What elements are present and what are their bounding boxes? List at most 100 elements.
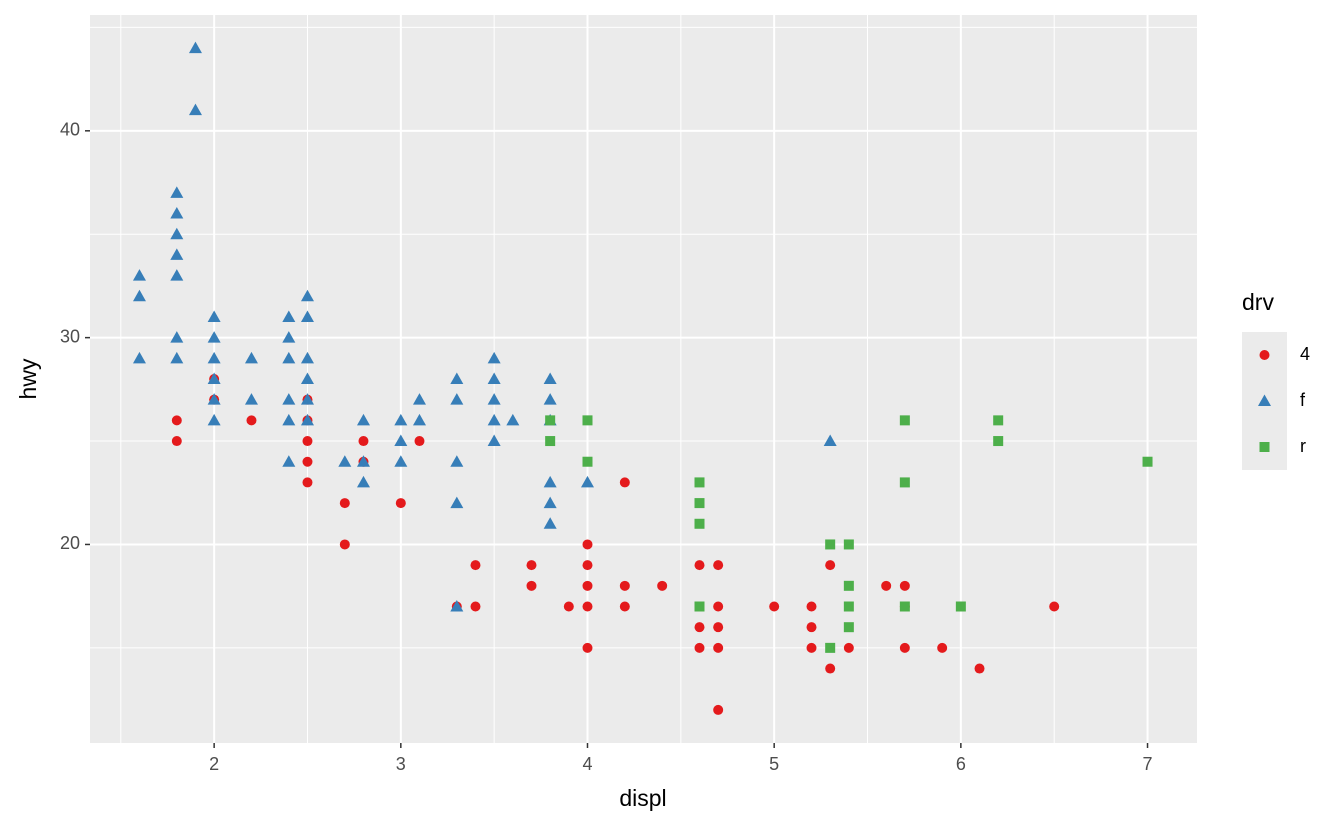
point	[282, 331, 296, 343]
point	[450, 372, 464, 384]
point	[170, 207, 184, 219]
point	[300, 393, 314, 405]
point	[582, 560, 593, 571]
point	[487, 434, 501, 447]
point	[582, 580, 593, 591]
point	[207, 310, 221, 322]
point	[300, 372, 314, 384]
point	[188, 41, 202, 54]
point	[899, 580, 910, 591]
point	[545, 415, 556, 426]
point	[300, 289, 314, 302]
point	[713, 642, 724, 653]
x-tick-label: 2	[209, 754, 219, 774]
point	[244, 351, 258, 364]
point	[170, 331, 184, 343]
point	[170, 351, 184, 364]
point	[993, 436, 1004, 447]
point	[619, 477, 630, 488]
point	[825, 663, 836, 674]
x-tick-label: 6	[956, 754, 966, 774]
point	[450, 393, 464, 405]
point	[412, 393, 426, 405]
point	[694, 518, 705, 529]
point	[302, 477, 313, 488]
point	[170, 269, 184, 281]
point	[582, 642, 593, 653]
point	[207, 372, 221, 384]
point	[302, 436, 313, 447]
point	[694, 560, 705, 571]
point	[843, 539, 854, 550]
point	[170, 248, 184, 260]
point	[244, 393, 258, 405]
point	[394, 434, 408, 447]
point	[713, 704, 724, 715]
point	[806, 622, 817, 633]
point	[171, 415, 182, 426]
point	[580, 475, 594, 488]
point	[543, 475, 557, 488]
point	[395, 498, 406, 509]
y-tick-label: 20	[60, 533, 80, 553]
point	[356, 455, 370, 467]
point	[450, 600, 464, 612]
y-tick-label: 40	[60, 120, 80, 140]
point	[582, 456, 593, 467]
legend-label: 4	[1300, 344, 1310, 364]
point	[170, 227, 184, 240]
x-tick-label: 5	[769, 754, 779, 774]
point	[526, 580, 537, 591]
point	[394, 455, 408, 467]
point	[825, 560, 836, 571]
point	[694, 642, 705, 653]
point	[843, 622, 854, 633]
point	[769, 601, 780, 612]
point	[582, 415, 593, 426]
point	[526, 560, 537, 571]
x-tick-label: 4	[582, 754, 592, 774]
point	[246, 415, 257, 426]
point	[170, 186, 184, 198]
point	[657, 580, 668, 591]
point	[694, 498, 705, 509]
point	[713, 560, 724, 571]
point	[563, 601, 574, 612]
point	[358, 436, 369, 447]
point	[1142, 456, 1153, 467]
point	[899, 477, 910, 488]
point	[974, 663, 985, 674]
point	[825, 539, 836, 550]
point	[843, 580, 854, 591]
point	[713, 622, 724, 633]
point	[694, 622, 705, 633]
point	[899, 601, 910, 612]
point	[694, 477, 705, 488]
point	[300, 351, 314, 364]
point	[881, 580, 892, 591]
point	[282, 455, 296, 467]
point	[487, 351, 501, 364]
point	[470, 601, 481, 612]
point	[450, 455, 464, 467]
point	[543, 372, 557, 384]
point	[470, 560, 481, 571]
point	[713, 601, 724, 612]
point	[993, 415, 1004, 426]
point	[132, 269, 146, 281]
point	[487, 372, 501, 384]
point	[899, 642, 910, 653]
point	[300, 310, 314, 322]
x-axis-title: displ	[619, 785, 666, 811]
legend-symbol	[1259, 350, 1270, 360]
point	[506, 413, 520, 426]
y-axis-title: hwy	[15, 358, 41, 399]
point	[132, 351, 146, 364]
point	[356, 475, 370, 488]
point	[302, 456, 313, 467]
point	[955, 601, 966, 612]
point	[937, 642, 948, 653]
point	[282, 310, 296, 322]
point	[188, 103, 202, 116]
